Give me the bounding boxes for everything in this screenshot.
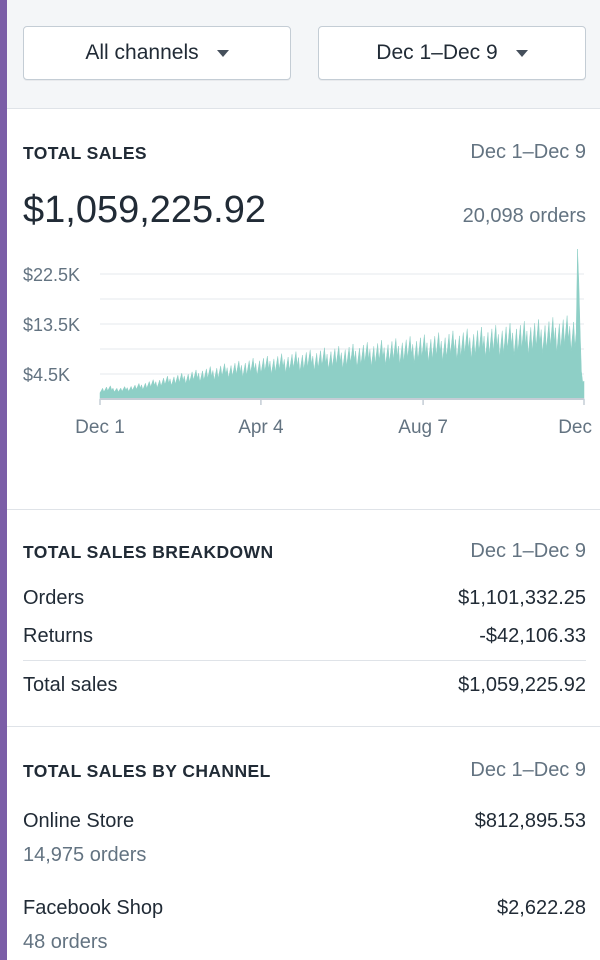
total-sales-amount: $1,059,225.92 [23,189,267,231]
channel-orders: 48 orders [23,931,108,953]
breakdown-value: $1,101,332.25 [458,586,586,609]
analytics-page: All channels Dec 1–Dec 9 TOTAL SALES Dec… [7,0,600,960]
breakdown-label: Orders [23,586,85,609]
filter-bar: All channels Dec 1–Dec 9 [7,0,600,109]
x-tick-label: Apr 4 [238,417,284,438]
breakdown-title: TOTAL SALES BREAKDOWN [23,542,274,562]
breakdown-row-total: Total sales $1,059,225.92 [23,670,586,700]
x-axis-ticks: Dec 1 Apr 4 Aug 7 Dec [75,399,592,438]
breakdown-row-returns: Returns -$42,106.33 [23,621,586,651]
channel-orders: 14,975 orders [23,844,147,866]
breakdown-label: Total sales [23,673,118,696]
x-tick-label: Dec 1 [75,417,125,438]
channel-filter-label: All channels [85,41,199,64]
breakdown-divider [23,660,586,661]
date-range-label: Dec 1–Dec 9 [376,41,498,64]
total-orders-count: 20,098 orders [462,205,586,227]
channel-name: Online Store [23,809,135,832]
channel-value: $2,622.28 [497,896,586,919]
x-tick-label: Dec [558,417,592,438]
breakdown-row-orders: Orders $1,101,332.25 [23,583,586,613]
breakdown-value: -$42,106.33 [479,624,586,647]
breakdown-label: Returns [23,624,94,647]
caret-down-icon [216,49,229,57]
breakdown-value: $1,059,225.92 [458,673,586,696]
y-axis-ticks: $22.5K $13.5K $4.5K [23,265,80,385]
breakdown-date: Dec 1–Dec 9 [470,540,586,562]
channel-row-facebook-shop[interactable]: Facebook Shop $2,622.28 [23,893,586,923]
x-tick-label: Aug 7 [398,417,448,438]
sales-breakdown-card: TOTAL SALES BREAKDOWN Dec 1–Dec 9 Orders… [7,510,600,727]
channel-value: $812,895.53 [474,809,586,832]
channel-date: Dec 1–Dec 9 [470,759,586,781]
total-sales-card: TOTAL SALES Dec 1–Dec 9 $1,059,225.92 20… [7,109,600,510]
date-range-button[interactable]: Dec 1–Dec 9 [318,26,586,80]
channel-title: TOTAL SALES BY CHANNEL [23,761,271,781]
channel-filter-button[interactable]: All channels [23,26,291,80]
sales-area-series [99,249,585,400]
channel-name: Facebook Shop [23,896,164,919]
y-tick-label: $4.5K [23,365,70,385]
total-sales-date: Dec 1–Dec 9 [470,141,586,163]
sales-by-channel-card: TOTAL SALES BY CHANNEL Dec 1–Dec 9 Onlin… [7,727,600,960]
left-accent-bar [0,0,7,960]
y-tick-label: $13.5K [23,315,80,335]
sales-area-chart: $22.5K $13.5K $4.5K Dec 1 Apr 4 Aug 7 Dec [23,249,592,438]
total-sales-title: TOTAL SALES [23,143,147,163]
y-tick-label: $22.5K [23,265,80,285]
caret-down-icon [515,49,528,57]
channel-row-online-store[interactable]: Online Store $812,895.53 [23,806,586,836]
